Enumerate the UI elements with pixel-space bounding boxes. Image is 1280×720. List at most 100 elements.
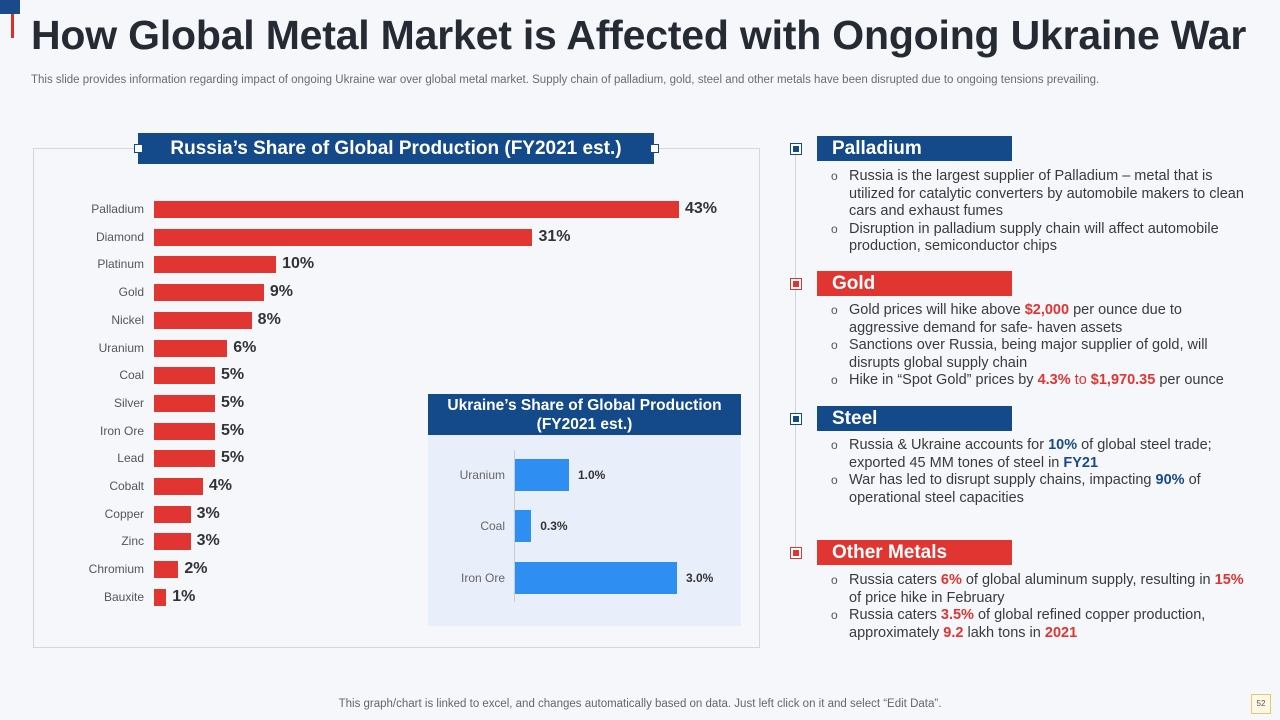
bullet-text: to [1070, 372, 1091, 388]
russia-bar [154, 505, 191, 523]
russia-category-label: Uranium [98, 340, 144, 355]
bullet-item: Sanctions over Russia, being major suppl… [831, 337, 1251, 372]
ukraine-chart-title: Ukraine’s Share of Global Production (FY… [428, 394, 741, 435]
bullet-text: 2021 [1044, 624, 1078, 641]
russia-bar [154, 450, 216, 468]
russia-category-label: Coal [119, 368, 144, 383]
russia-bar [154, 256, 277, 274]
bullet-item: Russia caters 3.5% of global refined cop… [831, 607, 1251, 642]
header-handle-left [134, 144, 143, 153]
russia-bar [154, 228, 533, 246]
bullet-item: Russia & Ukraine accounts for 10% of glo… [831, 437, 1251, 472]
russia-value-label: 5% [221, 449, 245, 467]
russia-category-label: Bauxite [103, 589, 144, 604]
bullet-text: FY21 [1063, 454, 1099, 471]
russia-category-label: Zinc [121, 534, 144, 549]
russia-value-label: 5% [221, 393, 245, 411]
palladium-bullets: Russia is the largest supplier of Pallad… [831, 168, 1251, 256]
steel-title: Steel [817, 406, 1012, 431]
footer-note: This graph/chart is linked to excel, and… [338, 698, 942, 710]
russia-value-label: 31% [538, 227, 571, 245]
accent-block [0, 0, 20, 14]
bullet-text: Russia caters [849, 572, 941, 588]
russia-category-label: Copper [104, 506, 144, 521]
bullet-item: Disruption in palladium supply chain wil… [831, 221, 1251, 256]
russia-value-label: 43% [685, 200, 718, 217]
bullet-text: 4.3% [1037, 372, 1071, 388]
bullet-text: Disruption in palladium supply chain wil… [849, 220, 1219, 255]
russia-category-label: Lead [117, 451, 144, 466]
russia-value-label: 8% [257, 310, 281, 328]
ukraine-category-label: Uranium [459, 468, 505, 482]
bullet-text: of global steel trade; exported 45 MM to… [849, 437, 1212, 471]
russia-category-label: Platinum [97, 257, 144, 272]
bullet-item: War has led to disrupt supply chains, im… [831, 472, 1251, 507]
russia-category-label: Iron Ore [99, 423, 144, 438]
russia-chart-title: Russia’s Share of Global Production (FY2… [138, 133, 654, 164]
ukraine-value-label: 1.0% [578, 468, 606, 482]
russia-value-label: 9% [269, 283, 293, 301]
russia-bar [154, 367, 216, 385]
russia-bar [154, 478, 203, 495]
russia-value-label: 3% [196, 532, 220, 550]
bullet-item: Russia caters 6% of global aluminum supp… [831, 572, 1251, 607]
russia-category-label: Cobalt [109, 479, 144, 493]
bullet-text: Russia & Ukraine accounts for [849, 437, 1049, 453]
russia-category-label: Chromium [88, 562, 144, 577]
russia-value-label: 10% [282, 255, 315, 273]
page-number: 52 [1251, 694, 1271, 714]
bullet-text: Russia is the largest supplier of Pallad… [849, 168, 1244, 219]
bullet-text: Hike in “Spot Gold” prices by [849, 372, 1038, 388]
gold-marker [790, 278, 802, 290]
russia-category-label: Gold [118, 285, 144, 300]
bullet-text: 15% [1214, 572, 1244, 588]
other-metals-marker [790, 547, 802, 559]
palladium-marker [790, 143, 802, 155]
ukraine-category-label: Iron Ore [460, 571, 505, 585]
slide-subtitle: This slide provides information regardin… [31, 74, 1100, 86]
palladium-title: Palladium [817, 136, 1012, 161]
russia-bar [154, 201, 679, 218]
russia-category-label: Palladium [91, 202, 144, 216]
russia-bar [154, 394, 216, 412]
ukraine-bar [515, 562, 677, 594]
russia-bar [154, 533, 191, 551]
ukraine-category-label: Coal [480, 519, 505, 533]
russia-value-label: 3% [196, 504, 220, 522]
bullet-text: Russia caters [849, 607, 941, 623]
russia-value-label: 1% [172, 587, 196, 605]
bullet-text: War has led to disrupt supply chains, im… [849, 472, 1156, 488]
bullet-item: Gold prices will hike above $2,000 per o… [831, 302, 1251, 337]
header-handle-right [650, 144, 659, 153]
steel-bullets: Russia & Ukraine accounts for 10% of glo… [831, 437, 1251, 507]
gold-title: Gold [817, 271, 1012, 296]
gold-bullets: Gold prices will hike above $2,000 per o… [831, 302, 1251, 390]
bullet-text: of operational steel capacities [849, 472, 1201, 506]
russia-bar [154, 422, 216, 440]
bullet-item: Hike in “Spot Gold” prices by 4.3% to $1… [831, 372, 1251, 390]
russia-bar [154, 588, 167, 606]
accent-line [11, 14, 14, 38]
russia-value-label: 2% [184, 560, 208, 578]
bullet-text: 9.2 [943, 624, 964, 641]
bullet-text: 6% [940, 572, 962, 588]
bullet-text: 10% [1048, 437, 1078, 453]
bullet-text: Gold prices will hike above [849, 302, 1025, 318]
ukraine-bar [515, 459, 569, 491]
russia-bar [154, 284, 264, 302]
russia-category-label: Diamond [95, 229, 144, 244]
russia-bar [154, 311, 252, 329]
ukraine-chart-axis [514, 450, 515, 602]
slide-title: How Global Metal Market is Affected with… [31, 12, 1247, 58]
bullet-text: per ounce [1155, 372, 1224, 388]
bullet-text: lakh tons in [963, 624, 1045, 641]
steel-marker [790, 413, 802, 425]
russia-value-label: 4% [208, 477, 232, 494]
bullet-text: Sanctions over Russia, being major suppl… [849, 337, 1208, 371]
bullet-text: 3.5% [940, 607, 974, 623]
russia-value-label: 5% [221, 421, 245, 439]
bullet-text: per ounce due to aggressive demand for s… [849, 302, 1182, 336]
russia-bar [154, 339, 228, 357]
russia-category-label: Silver [113, 395, 144, 410]
russia-value-label: 5% [221, 366, 245, 384]
